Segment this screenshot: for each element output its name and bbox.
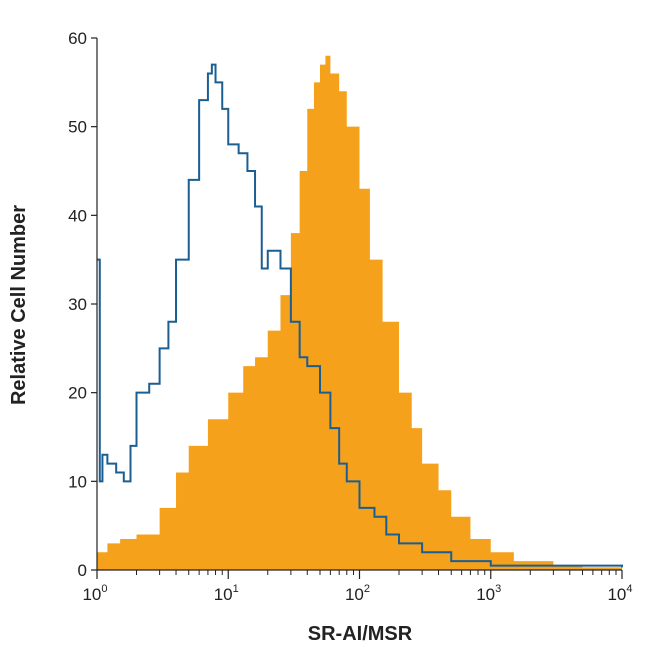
x-tick-label: 103 — [476, 583, 501, 604]
x-tick-label: 101 — [214, 583, 239, 604]
y-tick-label: 20 — [68, 384, 87, 403]
series-filled-histogram — [97, 55, 622, 571]
y-tick-label: 60 — [68, 29, 87, 48]
y-tick-label: 50 — [68, 118, 87, 137]
y-axis: 0 10 20 30 40 50 60 — [68, 29, 98, 580]
y-tick-label: 10 — [68, 472, 87, 491]
y-axis-label: Relative Cell Number — [8, 205, 30, 405]
x-tick-label: 104 — [607, 583, 632, 604]
x-tick-label: 102 — [345, 583, 370, 604]
y-tick-label: 30 — [68, 295, 87, 314]
plot-area — [97, 55, 623, 571]
y-tick-label: 40 — [68, 206, 87, 225]
x-tick-label: 100 — [82, 583, 107, 604]
y-tick-label: 0 — [78, 561, 87, 580]
x-axis: 100 101 102 103 104 — [82, 569, 633, 604]
x-axis-label: SR-AI/MSR — [308, 623, 413, 645]
series-outline-histogram — [97, 63, 623, 568]
